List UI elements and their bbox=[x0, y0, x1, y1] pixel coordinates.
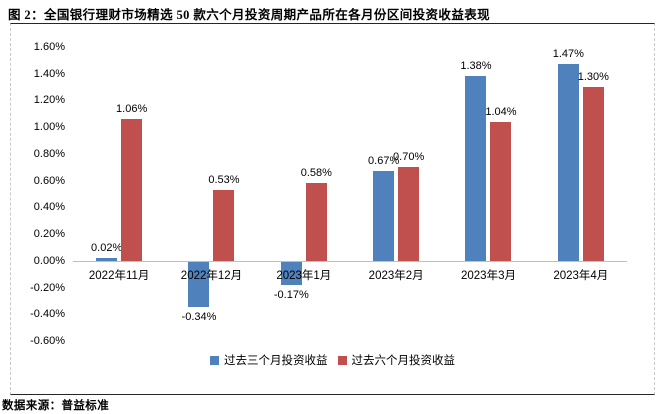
bar-past-six-months bbox=[398, 167, 420, 261]
value-label: 0.70% bbox=[393, 151, 425, 164]
value-label: 0.02% bbox=[91, 242, 123, 255]
bar-past-six-months bbox=[490, 121, 512, 261]
chart-frame: 1.60% 1.40% 1.20% 1.00% 0.80% 0.60% 0.40% 0.20%… bbox=[10, 23, 655, 395]
value-label: 0.53% bbox=[208, 173, 240, 186]
legend: 过去三个月投资收益 过去六个月投资收益 bbox=[11, 352, 654, 368]
y-tick-label: 1.40% bbox=[33, 67, 65, 80]
bar-past-six-months bbox=[582, 87, 604, 261]
y-tick-label: -0.20% bbox=[30, 281, 65, 294]
plot-area: 0.02% 1.06% 2022年11月 -0.34% 0.53% 2022年12月 -0.… bbox=[73, 47, 627, 341]
chart-title: 图 2：全国银行理财市场精选 50 款六个月投资周期产品所在各月份区间投资收益表… bbox=[8, 8, 491, 22]
value-label: -0.34% bbox=[181, 311, 217, 324]
legend-marker bbox=[210, 355, 219, 365]
y-tick-label: 0.60% bbox=[33, 174, 65, 187]
value-label: 0.67% bbox=[368, 155, 400, 168]
value-label: 1.38% bbox=[460, 60, 492, 73]
bar-past-six-months bbox=[213, 189, 235, 261]
category-slot: -0.17% 0.58% 2023年1月 bbox=[258, 47, 350, 341]
y-tick-label: -0.60% bbox=[30, 335, 65, 347]
y-tick-label: 0.00% bbox=[33, 254, 65, 267]
value-label: 1.04% bbox=[485, 105, 517, 118]
x-axis-label: 2022年12月 bbox=[180, 269, 243, 282]
y-tick-label: 1.00% bbox=[33, 121, 65, 134]
legend-label: 过去三个月投资收益 bbox=[224, 355, 328, 367]
value-label: 0.58% bbox=[300, 167, 332, 180]
bar-past-three-months bbox=[373, 171, 395, 261]
category-slot: 0.67% 0.70% 2023年2月 bbox=[350, 47, 442, 341]
y-tick-label: 0.20% bbox=[33, 228, 65, 241]
y-tick-label: -0.40% bbox=[30, 308, 65, 321]
bar-past-three-months bbox=[280, 261, 302, 285]
legend-label: 过去六个月投资收益 bbox=[351, 355, 456, 367]
category-slot: 1.47% 1.30% 2023年4月 bbox=[535, 47, 627, 341]
x-axis-label: 2022年11月 bbox=[88, 269, 150, 282]
x-axis-label: 2023年1月 bbox=[276, 269, 332, 282]
bar-past-three-months bbox=[96, 258, 118, 261]
zero-axis-line bbox=[73, 260, 627, 262]
category-slot: -0.34% 0.53% 2022年12月 bbox=[165, 47, 257, 341]
bar-past-three-months bbox=[465, 76, 487, 261]
value-label: 1.47% bbox=[552, 48, 584, 61]
y-tick-label: 0.80% bbox=[33, 147, 65, 160]
x-axis-label: 2023年2月 bbox=[368, 269, 424, 282]
bar-past-six-months bbox=[121, 119, 143, 261]
bar-past-three-months bbox=[188, 261, 210, 308]
bar-past-six-months bbox=[305, 183, 327, 261]
y-tick-label: 1.20% bbox=[33, 94, 65, 107]
value-label: -0.17% bbox=[273, 288, 309, 301]
value-label: 1.30% bbox=[577, 71, 609, 84]
y-tick-label: 1.60% bbox=[33, 41, 65, 53]
legend-marker bbox=[337, 355, 347, 365]
category-slot: 1.38% 1.04% 2023年3月 bbox=[442, 47, 534, 341]
x-axis-label: 2023年4月 bbox=[553, 269, 609, 282]
legend-item: 过去六个月投资收益 bbox=[337, 352, 456, 368]
bar-past-three-months bbox=[557, 64, 579, 261]
category-slot: 0.02% 1.06% 2022年11月 bbox=[73, 47, 165, 341]
y-axis: 1.60% 1.40% 1.20% 1.00% 0.80% 0.60% 0.40% 0.20%… bbox=[11, 41, 65, 347]
value-label: 1.06% bbox=[116, 103, 148, 116]
y-tick-label: 0.40% bbox=[33, 201, 65, 214]
legend-item: 过去三个月投资收益 bbox=[210, 352, 328, 368]
source-note: 数据来源：普益标准 bbox=[2, 400, 110, 412]
x-axis-label: 2023年3月 bbox=[461, 269, 516, 282]
